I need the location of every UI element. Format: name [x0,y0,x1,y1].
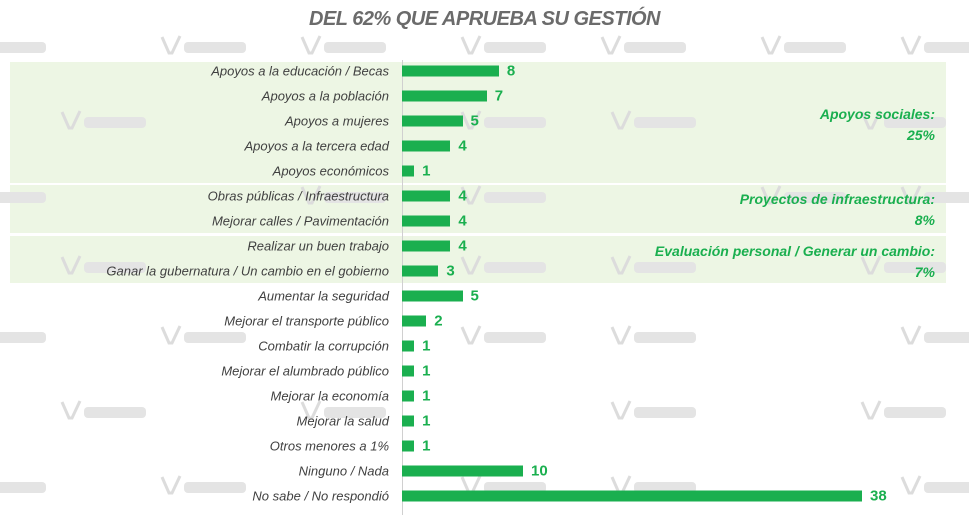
watermark-logo [160,475,246,495]
bar [402,165,415,177]
group-value: 8% [914,212,935,228]
group-label-infraestructura: Proyectos de infraestructura: 8% [740,189,935,231]
data-label: 1 [422,412,431,430]
watermark-logo [600,35,686,55]
category-label: Realizar un buen trabajo [247,238,389,254]
watermark-logo [460,35,546,55]
watermark-logo [0,482,46,493]
watermark-logo [900,475,969,495]
group-label: Apoyos sociales: [819,106,935,122]
watermark-logo [860,400,946,420]
category-label: Apoyos a la tercera edad [244,138,389,154]
group-band-apoyos-sociales [10,62,946,183]
data-label: 1 [422,337,431,355]
group-label: Proyectos de infraestructura: [739,191,935,207]
watermark-logo [610,110,696,130]
watermark-logo [160,35,246,55]
bar [402,390,415,402]
data-label: 38 [870,487,887,505]
bar [402,465,524,477]
category-label: Apoyos a la población [261,88,389,104]
bar [402,190,451,202]
watermark-logo [460,185,546,205]
chart-title: DEL 62% QUE APRUEBA SU GESTIÓN [309,8,661,30]
category-label: Obras públicas / Infraestructura [207,188,389,204]
data-label: 1 [422,437,431,455]
data-label: 2 [434,312,443,330]
data-label: 4 [458,187,467,205]
watermark-logo [900,35,969,55]
category-label: Combatir la corrupción [258,338,389,354]
data-label: 3 [446,262,455,280]
watermark-logo [60,110,146,130]
data-label: 4 [458,237,467,255]
bar [402,365,415,377]
data-label: 10 [531,462,548,480]
watermark-logo [610,255,696,275]
watermark-logo [0,42,46,53]
data-label: 4 [458,137,467,155]
data-label: 1 [422,162,431,180]
data-label: 5 [470,287,479,305]
watermark-logo [300,185,386,205]
data-label: 5 [470,112,479,130]
category-label: Aumentar la seguridad [258,288,389,304]
bar [402,415,415,427]
watermark-logo [300,35,386,55]
group-label-apoyos-sociales: Apoyos sociales: 25% [820,104,935,146]
category-label: Mejorar calles / Pavimentación [211,213,389,229]
bar [402,440,415,452]
data-label: 8 [506,62,516,80]
watermark-logo [460,325,546,345]
category-label: Mejorar la salud [296,413,390,429]
category-label: Otros menores a 1% [269,438,389,454]
watermark-logo [60,400,146,420]
watermark-logo [900,185,969,205]
bar [402,65,499,77]
category-label: Ninguno / Nada [298,463,389,479]
bar [402,290,463,302]
watermark-logo [760,35,846,55]
watermark-logo [860,110,946,130]
bar [402,490,862,502]
watermark-logo [160,325,246,345]
bar [402,340,415,352]
watermark-logo [0,192,46,203]
watermark-logo [760,185,846,205]
bar [402,140,451,152]
data-label: 1 [422,387,431,405]
data-label: 4 [458,212,467,230]
watermark-logo [460,255,546,275]
watermark-logo [610,400,696,420]
group-value: 7% [914,264,935,280]
group-value: 25% [906,127,935,143]
bar [402,115,463,127]
category-label: Ganar la gubernatura / Un cambio en el g… [106,263,389,279]
data-label: 1 [422,362,431,380]
category-label: Apoyos a mujeres [284,113,389,129]
bar [402,315,427,327]
watermark-logo [460,110,546,130]
category-label: Mejorar el alumbrado público [221,363,389,379]
watermark-logo [300,400,386,420]
category-label: No sabe / No respondió [252,488,389,504]
watermark-logo [610,325,696,345]
group-label-evaluacion: Evaluación personal / Generar un cambio:… [655,241,935,283]
y-axis-line [402,60,403,515]
category-label: Mejorar la economía [270,388,390,404]
bar [402,240,451,252]
bar [402,90,487,102]
watermark-logo [0,332,46,343]
category-label: Apoyos a la educación / Becas [211,63,389,79]
bar [402,215,451,227]
watermark-logo [60,255,146,275]
watermark-logo [900,325,969,345]
category-label: Apoyos económicos [272,163,389,179]
watermark-logo [860,255,946,275]
data-label: 7 [494,87,504,105]
category-label: Mejorar el transporte público [224,313,389,329]
bar [402,265,439,277]
group-label: Evaluación personal / Generar un cambio: [654,243,935,259]
